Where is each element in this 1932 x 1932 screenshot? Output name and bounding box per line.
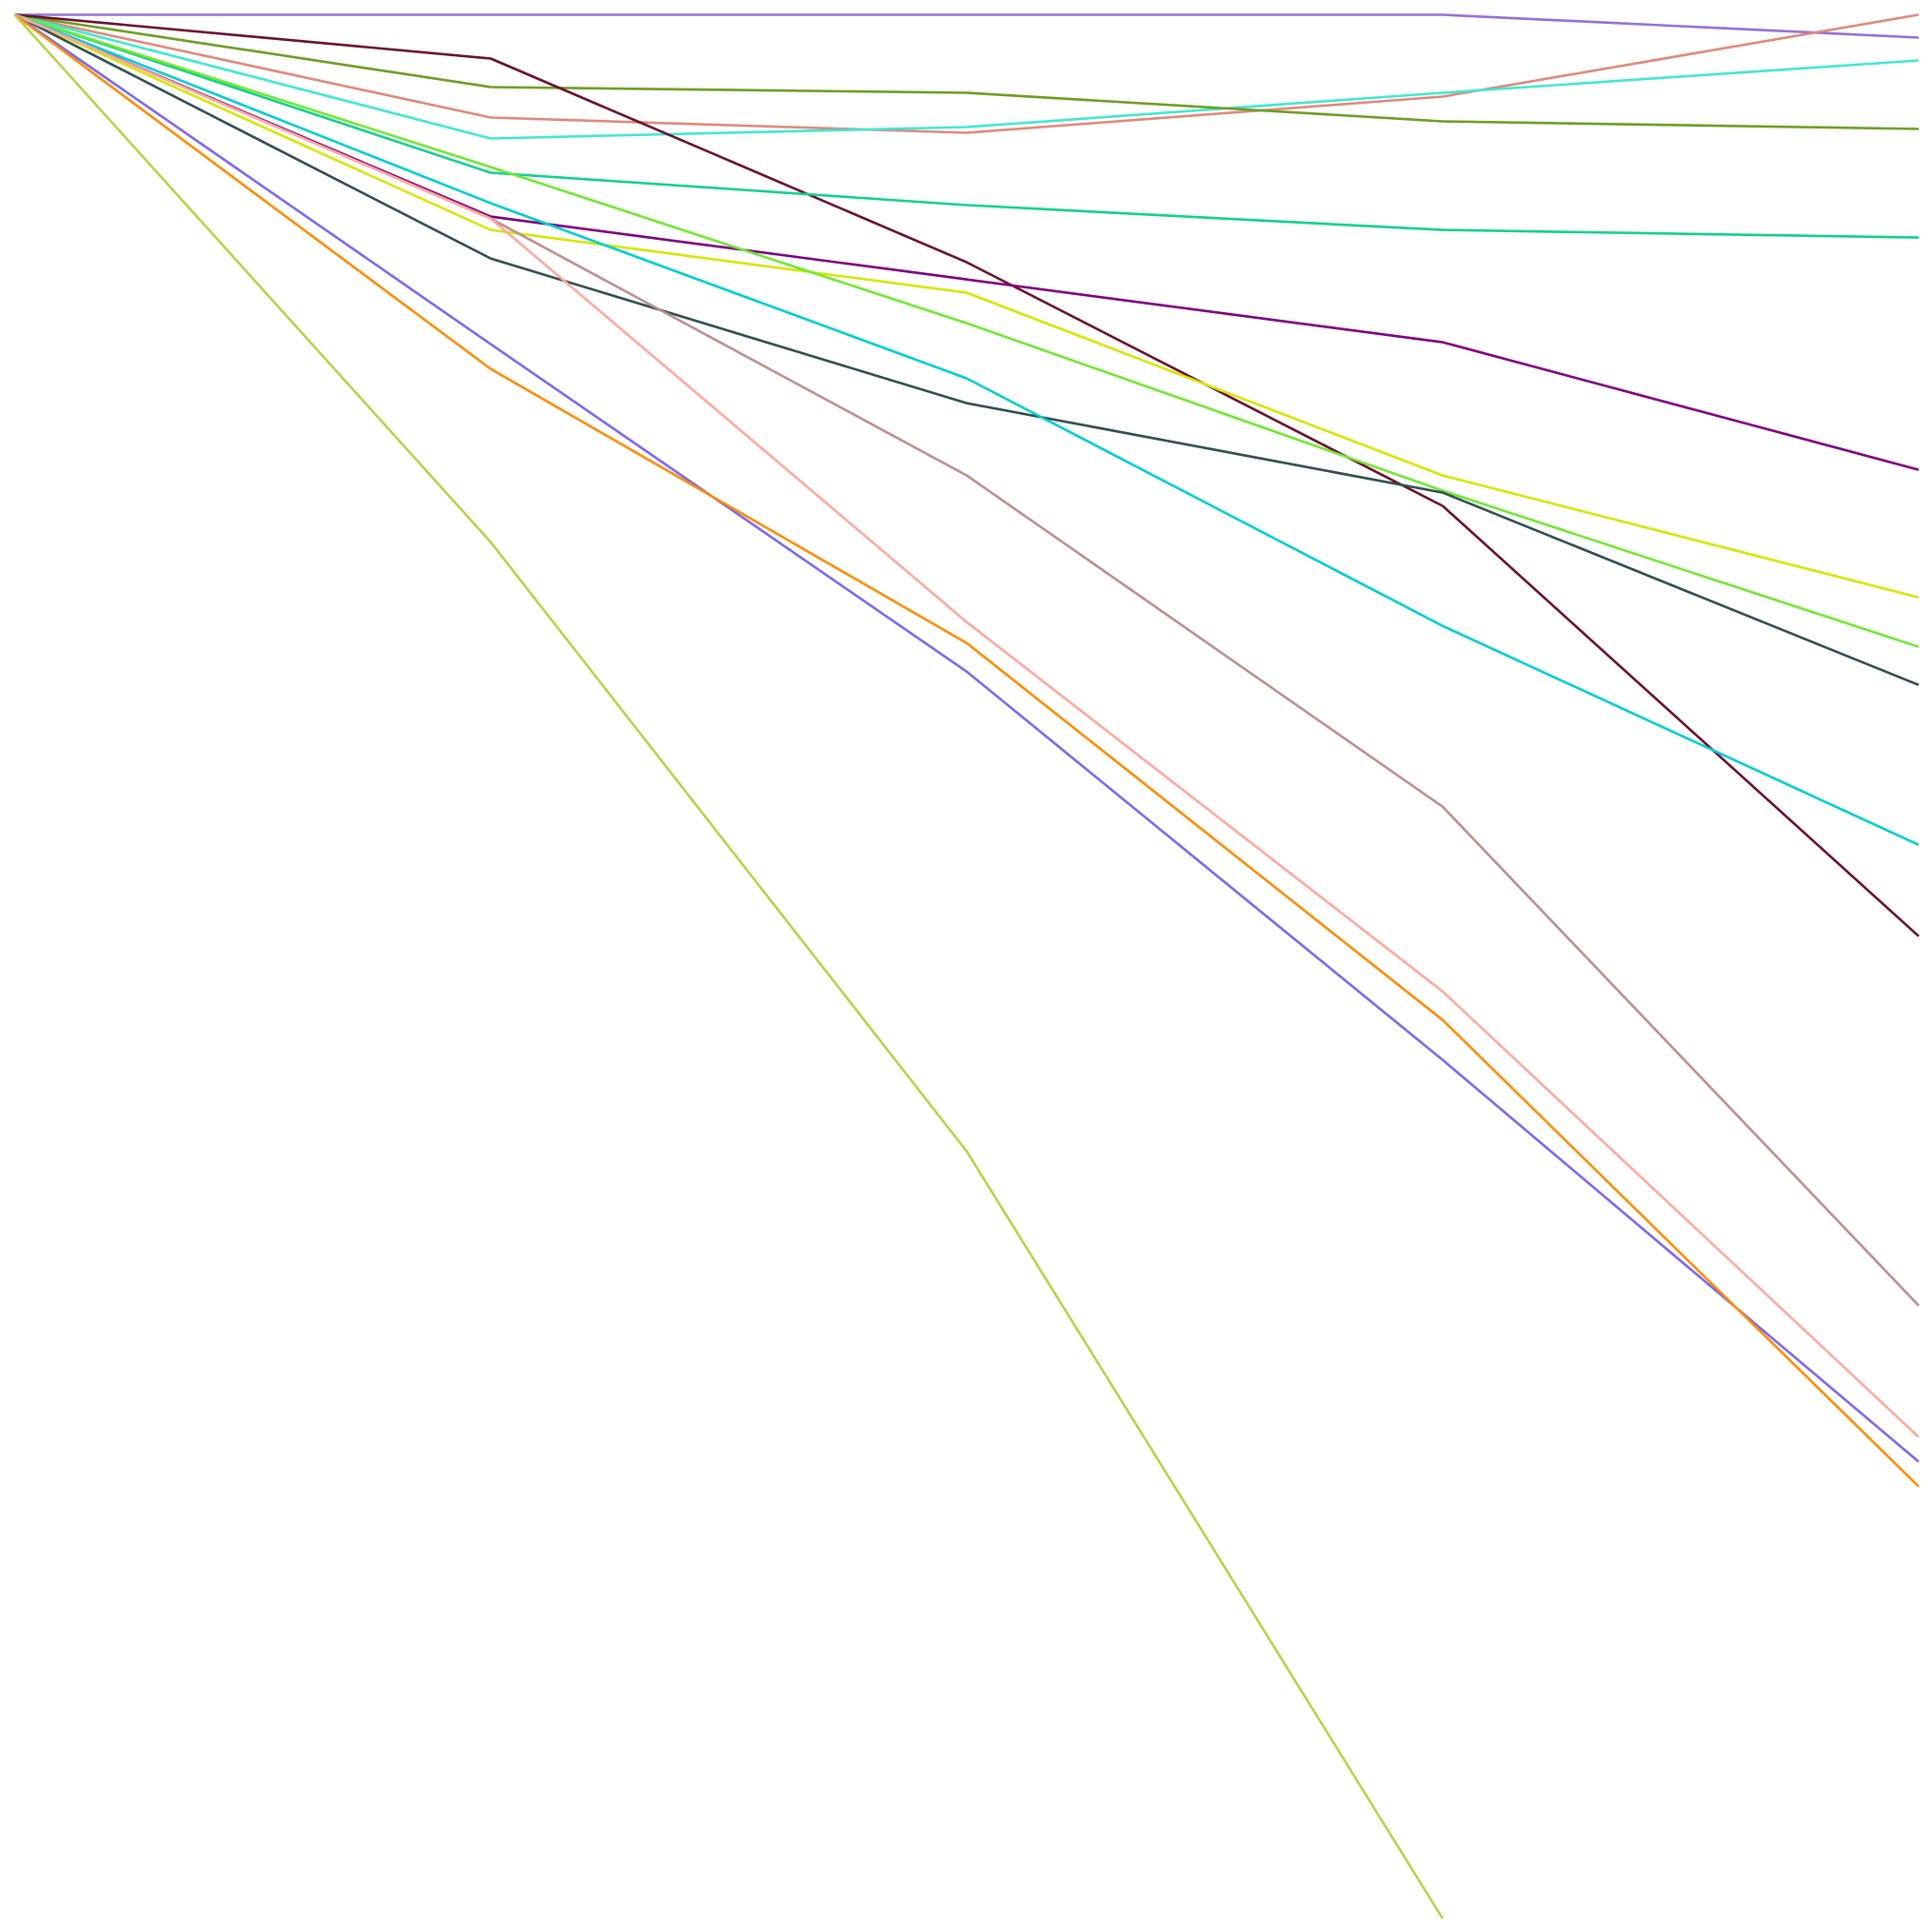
series-line-3 — [14, 13, 1920, 140]
series-line-12 — [13, 13, 1920, 1307]
series-lines — [13, 13, 1920, 1920]
series-line-16 — [13, 13, 1445, 1920]
series-line-1 — [14, 13, 1920, 39]
series-line-11 — [14, 13, 1920, 846]
series-line-5 — [14, 13, 1920, 937]
series-line-10 — [13, 13, 1920, 686]
series-line-6 — [14, 13, 1920, 239]
series-line-15 — [13, 13, 1920, 1488]
series-line-4 — [14, 13, 1920, 130]
series-line-13 — [13, 13, 1920, 1438]
series-line-9 — [14, 13, 1920, 648]
series-line-7 — [13, 13, 1920, 471]
series-line-2 — [14, 13, 1920, 134]
series-line-8 — [13, 13, 1920, 599]
series-line-14 — [13, 13, 1920, 1463]
